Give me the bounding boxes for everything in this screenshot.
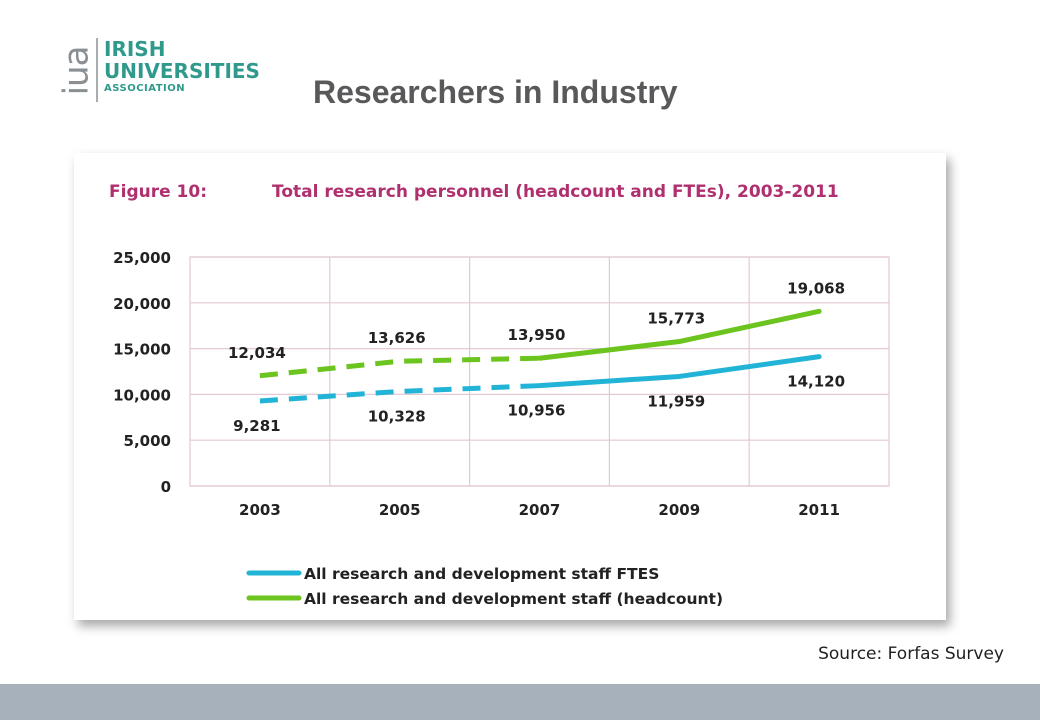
footer-band — [0, 684, 1040, 720]
page-title: Researchers in Industry — [313, 74, 678, 110]
data-label: 11,959 — [647, 392, 705, 410]
data-label: 15,773 — [647, 310, 705, 328]
chart-title: Total research personnel (headcount and … — [272, 182, 839, 202]
figure-card: Figure 10: Total research personnel (hea… — [74, 153, 946, 620]
legend-label: All research and development staff (head… — [304, 590, 723, 608]
series-line-estimated-0 — [259, 383, 540, 404]
legend: All research and development staff FTES A… — [246, 565, 723, 608]
logo-line-1: IRISH — [104, 37, 166, 61]
x-tick-label: 2005 — [379, 501, 421, 519]
data-label: 9,281 — [233, 417, 280, 435]
series-lines — [259, 308, 822, 404]
logo-divider — [96, 38, 98, 102]
iua-logo: iua IRISH UNIVERSITIES ASSOCIATION — [56, 36, 278, 106]
y-tick-label: 25,000 — [113, 249, 171, 267]
x-tick-label: 2003 — [239, 501, 281, 519]
data-label: 10,328 — [368, 407, 426, 425]
y-axis-ticks: 0 5,000 10,000 15,000 20,000 25,000 — [113, 249, 171, 496]
series-line-0 — [537, 354, 822, 389]
logo-line-3: ASSOCIATION — [104, 83, 186, 94]
series-line-estimated-1 — [259, 355, 540, 379]
y-tick-label: 20,000 — [113, 295, 171, 313]
y-tick-label: 0 — [161, 478, 171, 496]
x-tick-label: 2011 — [798, 501, 840, 519]
data-label: 14,120 — [787, 373, 845, 391]
source-note: Source: Forfas Survey — [818, 644, 1004, 664]
series-line-1 — [537, 308, 822, 361]
legend-label: All research and development staff FTES — [304, 565, 659, 583]
figure-label: Figure 10: — [109, 182, 207, 202]
logo-wordmark: IRISH UNIVERSITIES ASSOCIATION — [104, 38, 260, 96]
y-tick-label: 15,000 — [113, 341, 171, 359]
line-chart: Figure 10: Total research personnel (hea… — [109, 182, 890, 608]
x-axis-ticks: 2003 2005 2007 2009 2011 — [239, 501, 840, 519]
data-label: 13,950 — [508, 326, 566, 344]
grid — [189, 256, 890, 487]
iua-logo-mark: iua — [56, 46, 96, 96]
y-tick-label: 5,000 — [124, 432, 171, 450]
data-label: 12,034 — [228, 344, 286, 362]
logo-line-2: UNIVERSITIES — [104, 59, 260, 83]
data-label: 19,068 — [787, 279, 845, 297]
x-tick-label: 2009 — [658, 501, 700, 519]
data-label: 13,626 — [368, 329, 426, 347]
data-label: 10,956 — [508, 402, 566, 420]
y-tick-label: 10,000 — [113, 386, 171, 404]
data-labels: 9,281 10,328 10,956 11,959 14,120 12,034 13,62… — [228, 279, 845, 435]
x-tick-label: 2007 — [519, 501, 561, 519]
